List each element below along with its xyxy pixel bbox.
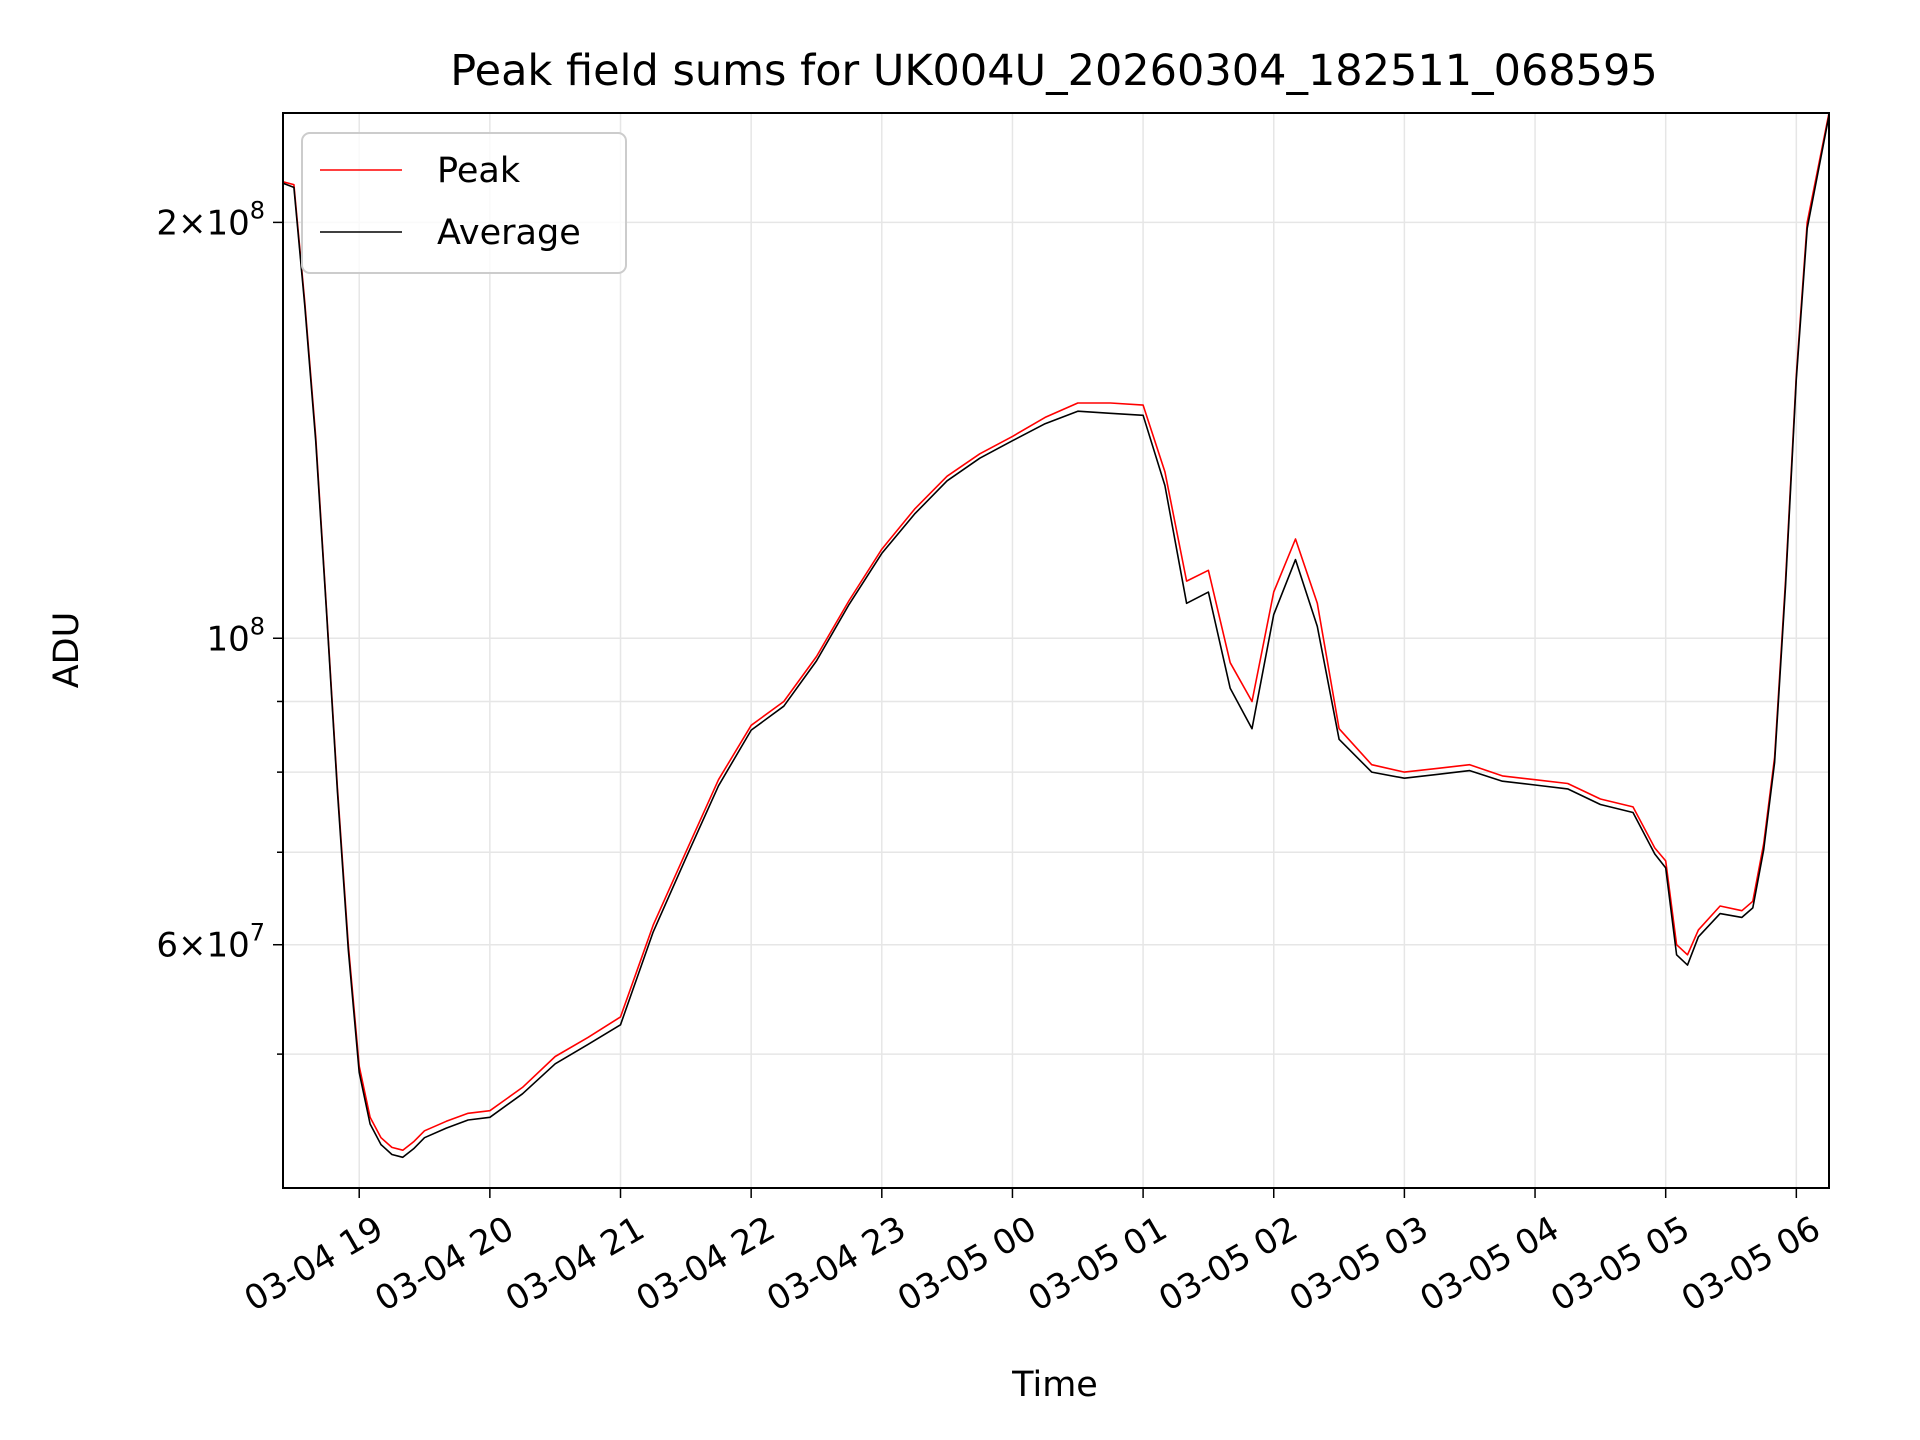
chart-title: Peak field sums for UK004U_20260304_1825… [450, 46, 1658, 96]
legend-label-average: Average [437, 213, 581, 253]
plot-area [283, 113, 1829, 1188]
y-tick-mantissa: 2×10 [156, 203, 249, 243]
series-line-peak [282, 112, 1830, 1151]
y-tick-label: 108 [206, 612, 265, 659]
legend: Peak Average [301, 132, 627, 274]
y-tick-label: 6×107 [156, 919, 265, 966]
legend-label-peak: Peak [437, 151, 521, 191]
grid-lines [283, 113, 1829, 1188]
plot-frame [282, 112, 1830, 1189]
y-axis-label: ADU [47, 612, 87, 689]
y-tick-mantissa: 6×10 [156, 926, 249, 966]
y-tick-exponent: 7 [250, 919, 265, 947]
y-tick-exponent: 8 [250, 196, 265, 224]
legend-box [301, 132, 627, 274]
y-tick-exponent: 8 [250, 612, 265, 640]
y-tick-mantissa: 10 [206, 619, 249, 659]
x-axis-label: Time [1011, 1365, 1098, 1405]
series-lines [282, 112, 1830, 1159]
y-tick-label: 2×108 [156, 196, 265, 243]
series-line-average [282, 115, 1830, 1159]
